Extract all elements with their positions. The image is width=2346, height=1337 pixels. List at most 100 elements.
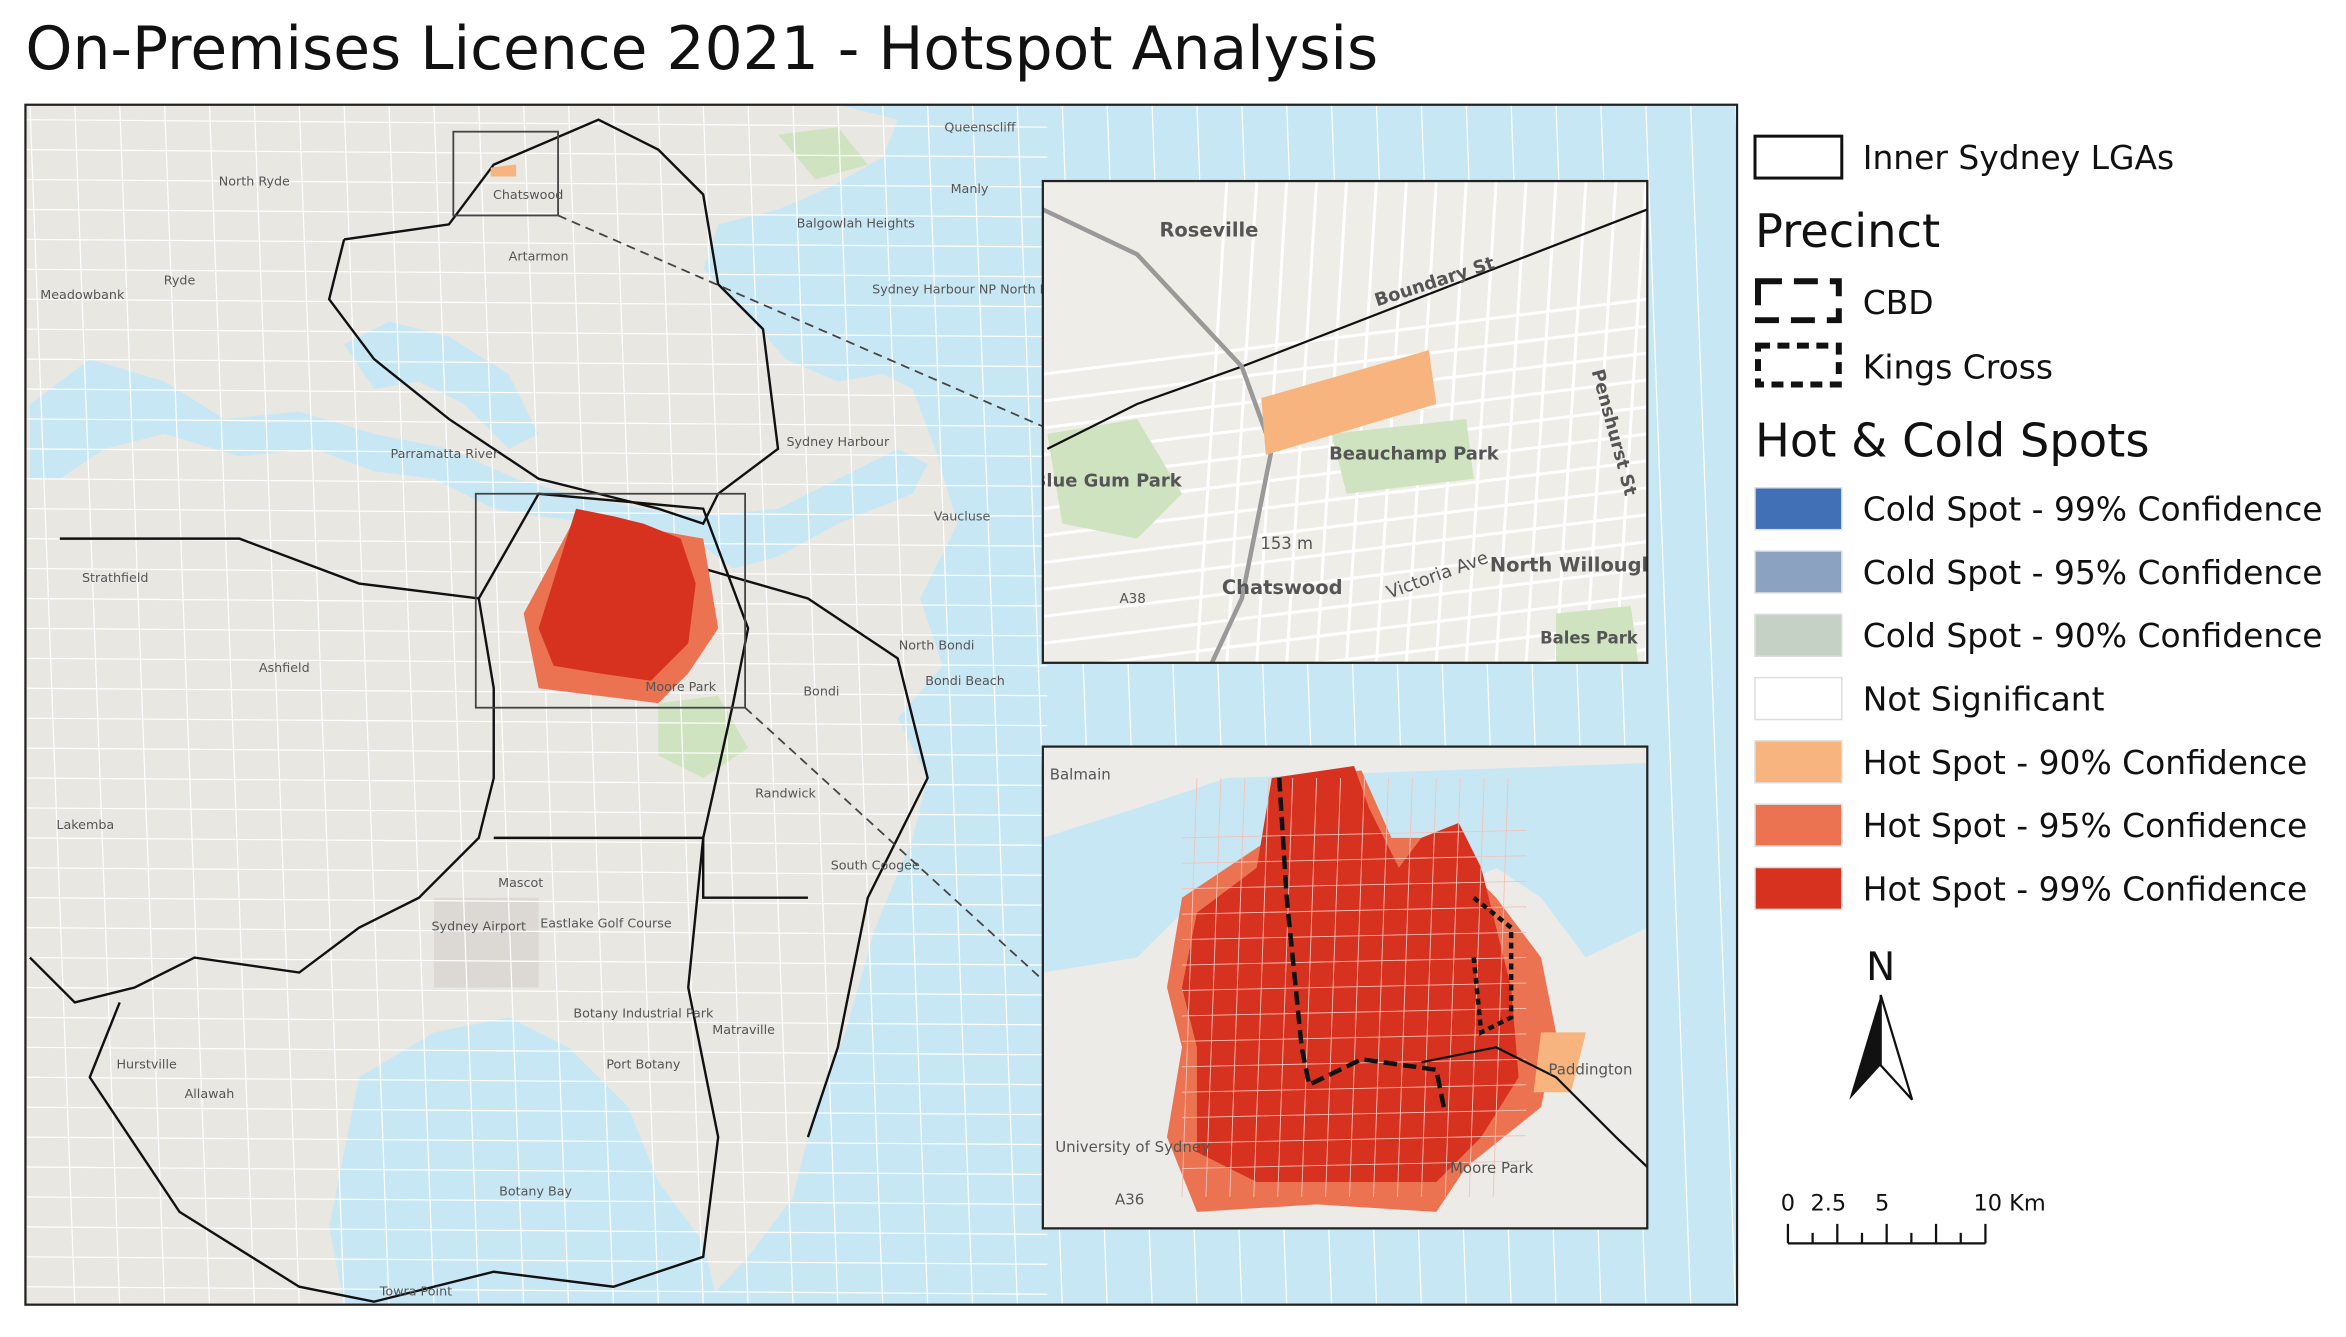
place-label: Port Botany <box>606 1056 681 1071</box>
street <box>657 104 704 1305</box>
street <box>927 104 974 1305</box>
street <box>612 104 659 1305</box>
street <box>1195 181 1229 663</box>
place-label: Allawah <box>185 1086 235 1101</box>
legend-label: Cold Spot - 90% Confidence <box>1863 616 2323 655</box>
road <box>1042 207 1275 663</box>
street <box>1229 778 1246 1197</box>
place-label: A38 <box>1119 592 1145 607</box>
street <box>1181 982 1527 991</box>
map-title: On-Premises Licence 2021 - Hotspot Analy… <box>25 14 1378 84</box>
street <box>25 1166 1048 1176</box>
precinct-kings-cross <box>1471 895 1514 1036</box>
park <box>1047 418 1182 539</box>
inset-frame <box>1041 745 1649 1230</box>
place-label: Sydney Harbour NP North Head <box>872 281 1073 296</box>
place-label: Hurstville <box>116 1056 177 1071</box>
legend-label: Not Significant <box>1863 680 2105 719</box>
street <box>1308 620 1648 663</box>
street <box>1181 778 1198 1197</box>
north-arrow-right <box>1879 994 1914 1101</box>
place-label: Paddington <box>1548 1060 1632 1078</box>
hotspot-99 <box>1181 766 1519 1182</box>
precinct-cbd <box>1276 777 1447 1108</box>
street <box>1464 181 1498 663</box>
street <box>1444 778 1461 1197</box>
street <box>25 1196 1048 1206</box>
street <box>119 104 166 1305</box>
street <box>1404 181 1438 663</box>
legend-label: Hot Spot - 95% Confidence <box>1863 806 2307 845</box>
legend-swatch-boundary <box>1753 134 1844 180</box>
place-label: Sydney Harbour <box>786 434 890 449</box>
street <box>25 538 1048 547</box>
street <box>1181 906 1527 915</box>
street <box>25 298 1048 308</box>
legend-label: Inner Sydney LGAs <box>1863 138 2174 177</box>
street <box>25 448 1048 457</box>
street <box>1396 778 1413 1197</box>
place-label: North Ryde <box>219 174 290 189</box>
place-label: Beauchamp Park <box>1329 443 1500 464</box>
street <box>1091 594 1648 663</box>
legend-label: CBD <box>1863 283 1934 322</box>
place-label: Botany Industrial Park <box>573 1005 714 1020</box>
street <box>1042 513 1648 591</box>
place-label: Roseville <box>1159 218 1258 241</box>
place-label: Ryde <box>164 272 196 287</box>
place-label: 153 m <box>1260 534 1313 553</box>
street <box>1181 829 1527 839</box>
street <box>1494 181 1528 663</box>
legend-swatch <box>1754 676 1843 721</box>
place-label: Vaucluse <box>934 509 991 524</box>
street <box>433 104 480 1305</box>
street <box>1420 778 1437 1197</box>
street <box>25 328 1048 338</box>
scale-label: 2.5 <box>1810 1190 1846 1216</box>
scale-label: 10 Km <box>1973 1190 2045 1216</box>
street <box>1374 181 1408 663</box>
hotspot-99 <box>538 508 696 681</box>
street <box>1042 540 1648 618</box>
street <box>1614 181 1648 663</box>
street <box>523 104 570 1305</box>
street <box>567 104 615 1305</box>
legend-label: Hot Spot - 99% Confidence <box>1863 869 2307 908</box>
place-label: Towra Point <box>379 1284 452 1299</box>
street <box>25 1046 1048 1056</box>
place-label: Artarmon <box>509 248 569 263</box>
park <box>778 127 868 180</box>
place-label: Bales Park <box>1540 628 1639 647</box>
place-label: Eastlake Golf Course <box>540 916 672 931</box>
legend-swatch <box>1754 550 1843 594</box>
street <box>1225 181 1259 663</box>
lga-boundary <box>29 537 495 1004</box>
legend-label: Cold Spot - 95% Confidence <box>1863 553 2323 592</box>
street <box>25 837 1048 846</box>
legend-swatch-precinct <box>1755 342 1842 388</box>
street <box>25 388 1048 398</box>
street <box>25 986 1048 996</box>
street <box>25 358 1048 368</box>
street <box>1492 778 1509 1197</box>
extent-box <box>474 492 746 709</box>
park <box>1331 418 1474 494</box>
street <box>253 104 300 1305</box>
street <box>298 104 345 1305</box>
place-label: Bondi Beach <box>925 673 1005 688</box>
legend-heading: Precinct <box>1755 204 1940 258</box>
leader <box>744 707 1044 981</box>
street <box>1690 104 1737 1305</box>
place-label: Balmain <box>1050 766 1111 784</box>
street <box>25 567 1048 577</box>
street <box>1181 1084 1527 1093</box>
place-label: Meadowbank <box>40 287 125 302</box>
street <box>1584 181 1618 663</box>
legend-swatch <box>1754 487 1843 531</box>
street <box>25 687 1048 697</box>
north-label: N <box>1866 945 1895 990</box>
street <box>1205 778 1222 1197</box>
street <box>25 1106 1048 1116</box>
street <box>25 238 1048 248</box>
